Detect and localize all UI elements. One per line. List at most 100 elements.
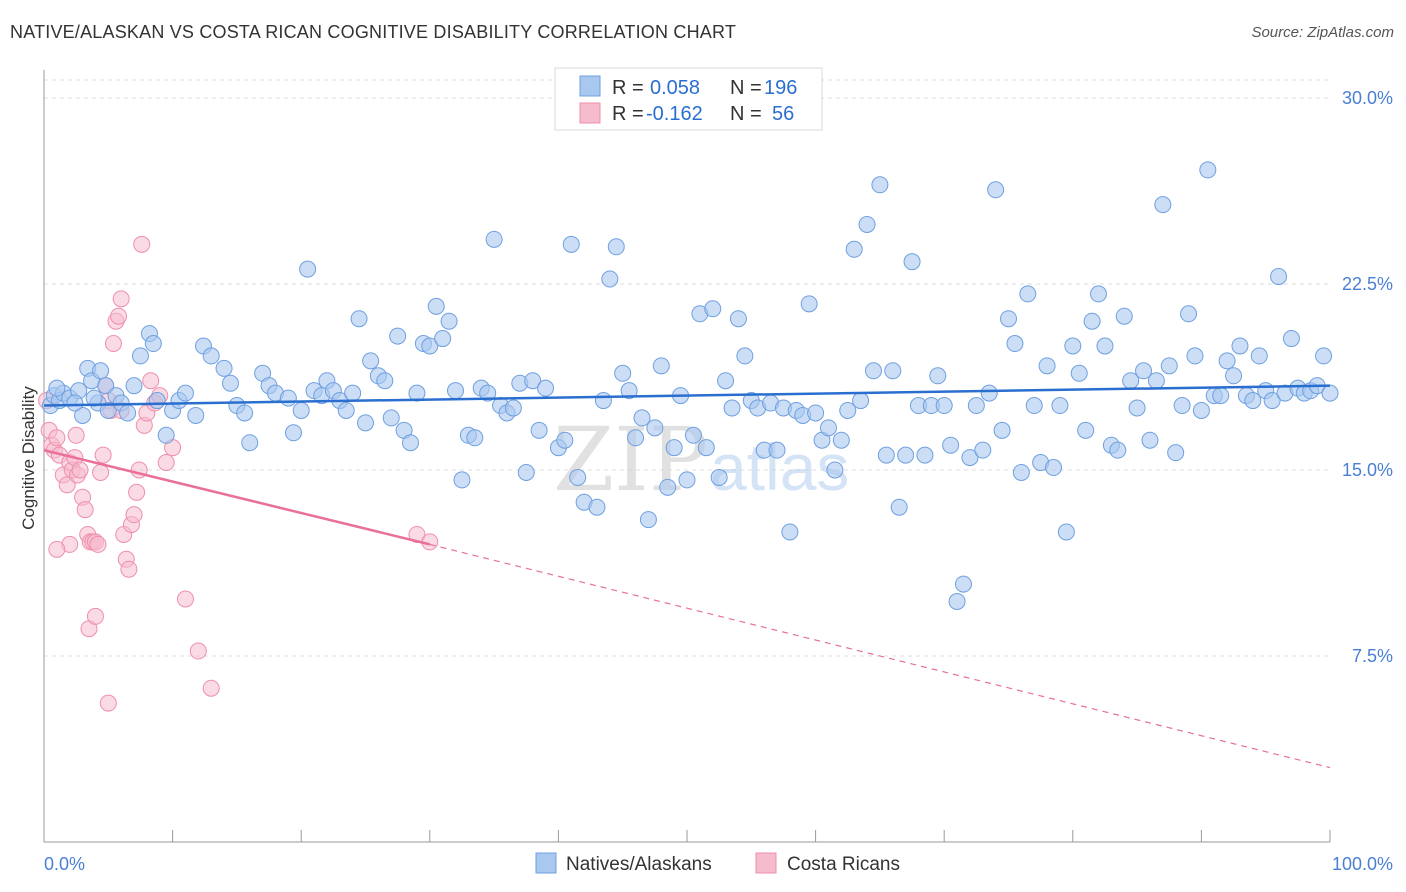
natives-alaskans-point-46 xyxy=(344,384,362,402)
natives-alaskans-point-56 xyxy=(408,384,426,402)
trend-lines xyxy=(43,384,1331,769)
natives-alaskans-point-158 xyxy=(1077,421,1095,439)
natives-alaskans-point-133 xyxy=(916,446,934,464)
natives-alaskans-point-144 xyxy=(987,181,1005,199)
natives-alaskans-point-25 xyxy=(187,406,205,424)
natives-alaskans-point-45 xyxy=(337,401,355,419)
costa-ricans-point-33 xyxy=(125,506,143,524)
costa-ricans-point-46 xyxy=(202,679,220,697)
natives-alaskans-point-84 xyxy=(601,270,619,288)
costa-ricans-point-45 xyxy=(189,642,207,660)
natives-alaskans-point-154 xyxy=(1051,397,1069,415)
natives-alaskans-point-147 xyxy=(1006,335,1024,353)
natives-alaskans-point-24 xyxy=(176,384,194,402)
legend-n-label-1: N = xyxy=(730,77,762,99)
natives-alaskans-point-63 xyxy=(453,471,471,489)
natives-alaskans-point-80 xyxy=(569,468,587,486)
natives-alaskans-point-172 xyxy=(1167,444,1185,462)
natives-alaskans-point-112 xyxy=(781,523,799,541)
costa-ricans-point-12 xyxy=(71,461,89,479)
natives-alaskans-point-120 xyxy=(832,431,850,449)
natives-alaskans-point-138 xyxy=(948,592,966,610)
y-tick-labels: 7.5% 15.0% 22.5% 30.0% xyxy=(1342,88,1393,666)
natives-alaskans-point-19 xyxy=(144,335,162,353)
natives-alaskans-point-47 xyxy=(350,310,368,328)
natives-alaskans-point-182 xyxy=(1231,337,1249,355)
natives-alaskans-point-121 xyxy=(839,401,857,419)
natives-alaskans-point-185 xyxy=(1250,347,1268,365)
natives-alaskans-point-166 xyxy=(1128,399,1146,417)
natives-alaskans-point-100 xyxy=(704,300,722,318)
costa-ricans-trend-line xyxy=(43,448,431,546)
costa-ricans-point-49 xyxy=(99,694,117,712)
x-tick-label-min: 0.0% xyxy=(44,854,85,874)
costa-ricans-point-21 xyxy=(94,446,112,464)
costa-ricans-points xyxy=(38,235,439,712)
natives-alaskans-point-97 xyxy=(684,426,702,444)
natives-alaskans-point-102 xyxy=(717,372,735,390)
natives-alaskans-point-141 xyxy=(967,397,985,415)
natives-alaskans-point-28 xyxy=(215,359,233,377)
costa-ricans-point-20 xyxy=(92,463,110,481)
natives-alaskans-point-196 xyxy=(1321,384,1339,402)
natives-alaskans-point-90 xyxy=(639,511,657,529)
natives-alaskans-point-15 xyxy=(119,404,137,422)
natives-alaskans-point-103 xyxy=(723,399,741,417)
natives-alaskans-point-135 xyxy=(929,367,947,385)
stats-legend: R = 0.058 N = 196 R = -0.162 N = 56 xyxy=(554,67,823,131)
natives-alaskans-point-101 xyxy=(710,468,728,486)
costa-ricans-point-44 xyxy=(176,590,194,608)
bottom-legend-label-costa-ricans: Costa Ricans xyxy=(787,854,900,875)
legend-swatch-pink xyxy=(579,102,601,124)
costa-ricans-point-42 xyxy=(157,454,175,472)
natives-alaskans-point-53 xyxy=(389,327,407,345)
natives-alaskans-point-62 xyxy=(447,382,465,400)
costa-ricans-point-14 xyxy=(76,501,94,519)
costa-ricans-point-51 xyxy=(48,540,66,558)
natives-alaskans-point-36 xyxy=(279,389,297,407)
costa-ricans-point-25 xyxy=(104,335,122,353)
natives-alaskans-point-159 xyxy=(1083,312,1101,330)
natives-alaskans-point-32 xyxy=(241,434,259,452)
natives-alaskans-point-161 xyxy=(1096,337,1114,355)
natives-alaskans-point-118 xyxy=(819,419,837,437)
bottom-legend-swatch-natives xyxy=(535,852,557,874)
natives-alaskans-point-116 xyxy=(807,404,825,422)
y-tick-label-2: 22.5% xyxy=(1342,274,1393,294)
legend-n-value-2: 56 xyxy=(772,103,794,125)
natives-alaskans-point-115 xyxy=(800,295,818,313)
natives-alaskans-point-195 xyxy=(1315,347,1333,365)
natives-alaskans-point-137 xyxy=(942,436,960,454)
chart-title: NATIVE/ALASKAN VS COSTA RICAN COGNITIVE … xyxy=(10,22,737,42)
natives-alaskans-point-10 xyxy=(92,362,110,380)
natives-alaskans-point-83 xyxy=(594,392,612,410)
natives-alaskans-point-140 xyxy=(961,449,979,467)
natives-alaskans-point-146 xyxy=(1000,310,1017,328)
costa-ricans-point-34 xyxy=(128,483,146,501)
natives-alaskans-point-184 xyxy=(1244,392,1262,410)
natives-alaskans-point-110 xyxy=(768,441,786,459)
costa-ricans-point-7 xyxy=(58,476,76,494)
natives-alaskans-point-96 xyxy=(678,471,696,489)
natives-alaskans-point-143 xyxy=(980,384,998,402)
natives-alaskans-point-74 xyxy=(524,372,542,390)
costa-ricans-point-36 xyxy=(133,235,151,253)
natives-alaskans-point-99 xyxy=(697,439,715,457)
natives-alaskans-point-78 xyxy=(556,431,574,449)
natives-alaskans-point-73 xyxy=(517,463,535,481)
natives-alaskans-point-93 xyxy=(659,478,677,496)
natives-alaskans-point-197 xyxy=(48,379,66,397)
natives-alaskans-point-122 xyxy=(845,240,863,258)
natives-alaskans-point-142 xyxy=(974,441,992,459)
natives-alaskans-point-150 xyxy=(1025,397,1043,415)
natives-alaskans-point-91 xyxy=(646,419,664,437)
costa-ricans-point-19 xyxy=(89,535,107,553)
legend-swatch-blue xyxy=(579,75,601,97)
natives-alaskans-point-153 xyxy=(1045,459,1063,477)
natives-alaskans-point-131 xyxy=(903,253,921,271)
legend-r-label-2: R = xyxy=(612,103,644,125)
natives-alaskans-point-129 xyxy=(890,498,908,516)
x-ticks xyxy=(43,830,1331,842)
costa-ricans-point-27 xyxy=(110,307,128,325)
